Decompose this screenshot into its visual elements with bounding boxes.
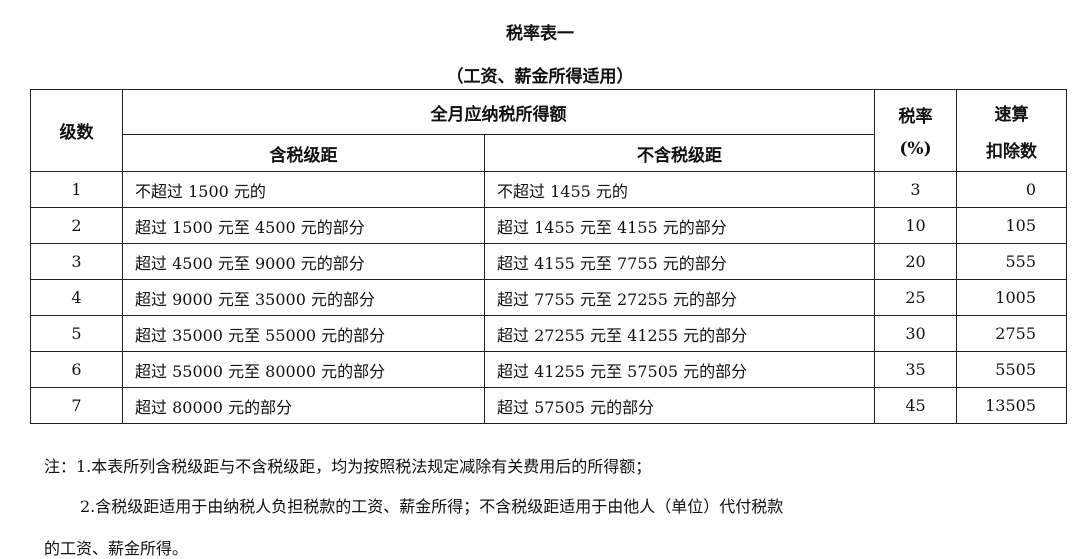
rate-cell: 35 bbox=[874, 351, 957, 388]
without-tax-cell: 超过 57505 元的部分 bbox=[484, 387, 875, 424]
note-1: 注：1.本表所列含税级距与不含税级距，均为按照税法规定减除有关费用后的所得额； bbox=[44, 457, 652, 476]
deduction-cell: 555 bbox=[956, 243, 1067, 280]
rate-cell: 30 bbox=[874, 315, 957, 352]
with-tax-cell: 超过 9000 元至 35000 元的部分 bbox=[122, 279, 485, 316]
note-3: 的工资、薪金所得。 bbox=[44, 539, 189, 558]
header-rate-line2: (%) bbox=[899, 139, 932, 159]
without-tax-cell: 超过 1455 元至 4155 元的部分 bbox=[484, 207, 875, 244]
table-row: 2 超过 1500 元至 4500 元的部分 超过 1455 元至 4155 元的部… bbox=[30, 207, 1067, 244]
table-subtitle: （工资、薪金所得适用） bbox=[446, 67, 634, 87]
without-tax-cell: 超过 4155 元至 7755 元的部分 bbox=[484, 243, 875, 280]
without-tax-cell: 超过 27255 元至 41255 元的部分 bbox=[484, 315, 875, 352]
note-2: 2.含税级距适用于由纳税人负担税款的工资、薪金所得；不含税级距适用于由他人（单位… bbox=[80, 497, 784, 516]
header-with-tax: 含税级距 bbox=[122, 134, 485, 172]
table-row: 4 超过 9000 元至 35000 元的部分 超过 7755 元至 27255 元… bbox=[30, 279, 1067, 316]
without-tax-cell: 超过 7755 元至 27255 元的部分 bbox=[484, 279, 875, 316]
deduction-cell: 5505 bbox=[956, 351, 1067, 388]
deduction-cell: 105 bbox=[956, 207, 1067, 244]
with-tax-cell: 不超过 1500 元的 bbox=[122, 171, 485, 208]
table-row: 3 超过 4500 元至 9000 元的部分 超过 4155 元至 7755 元的部… bbox=[30, 243, 1067, 280]
level-cell: 4 bbox=[30, 279, 123, 316]
rate-cell: 25 bbox=[874, 279, 957, 316]
deduction-cell: 1005 bbox=[956, 279, 1067, 316]
header-level: 级数 bbox=[30, 89, 123, 172]
rate-cell: 10 bbox=[874, 207, 957, 244]
table-title: 税率表一 bbox=[506, 24, 574, 44]
without-tax-cell: 不超过 1455 元的 bbox=[484, 171, 875, 208]
tax-rate-table: 级数 全月应纳税所得额 税率 (%) 速算 扣除数 含税级距 不含税级距 1 不超… bbox=[30, 89, 1067, 424]
header-without-tax: 不含税级距 bbox=[484, 134, 875, 172]
with-tax-cell: 超过 80000 元的部分 bbox=[122, 387, 485, 424]
table-row: 1 不超过 1500 元的 不超过 1455 元的 3 0 bbox=[30, 171, 1067, 208]
table-row: 7 超过 80000 元的部分 超过 57505 元的部分 45 13505 bbox=[30, 387, 1067, 424]
table-row: 6 超过 55000 元至 80000 元的部分 超过 41255 元至 57505… bbox=[30, 351, 1067, 388]
deduction-cell: 0 bbox=[956, 171, 1067, 208]
rate-cell: 45 bbox=[874, 387, 957, 424]
with-tax-cell: 超过 55000 元至 80000 元的部分 bbox=[122, 351, 485, 388]
level-cell: 3 bbox=[30, 243, 123, 280]
header-income: 全月应纳税所得额 bbox=[122, 89, 875, 135]
deduction-cell: 2755 bbox=[956, 315, 1067, 352]
header-deduction-line1: 速算 bbox=[994, 104, 1029, 125]
header-deduction: 速算 扣除数 bbox=[956, 89, 1067, 172]
header-rate-line1: 税率 bbox=[898, 107, 933, 127]
table-row: 5 超过 35000 元至 55000 元的部分 超过 27255 元至 41255… bbox=[30, 315, 1067, 352]
level-cell: 5 bbox=[30, 315, 123, 352]
level-cell: 1 bbox=[30, 171, 123, 208]
with-tax-cell: 超过 35000 元至 55000 元的部分 bbox=[122, 315, 485, 352]
rate-cell: 20 bbox=[874, 243, 957, 280]
header-deduction-line2: 扣除数 bbox=[986, 141, 1037, 162]
with-tax-cell: 超过 1500 元至 4500 元的部分 bbox=[122, 207, 485, 244]
rate-cell: 3 bbox=[874, 171, 957, 208]
level-cell: 6 bbox=[30, 351, 123, 388]
with-tax-cell: 超过 4500 元至 9000 元的部分 bbox=[122, 243, 485, 280]
without-tax-cell: 超过 41255 元至 57505 元的部分 bbox=[484, 351, 875, 388]
header-rate: 税率 (%) bbox=[874, 89, 957, 172]
level-cell: 2 bbox=[30, 207, 123, 244]
deduction-cell: 13505 bbox=[956, 387, 1067, 424]
level-cell: 7 bbox=[30, 387, 123, 424]
